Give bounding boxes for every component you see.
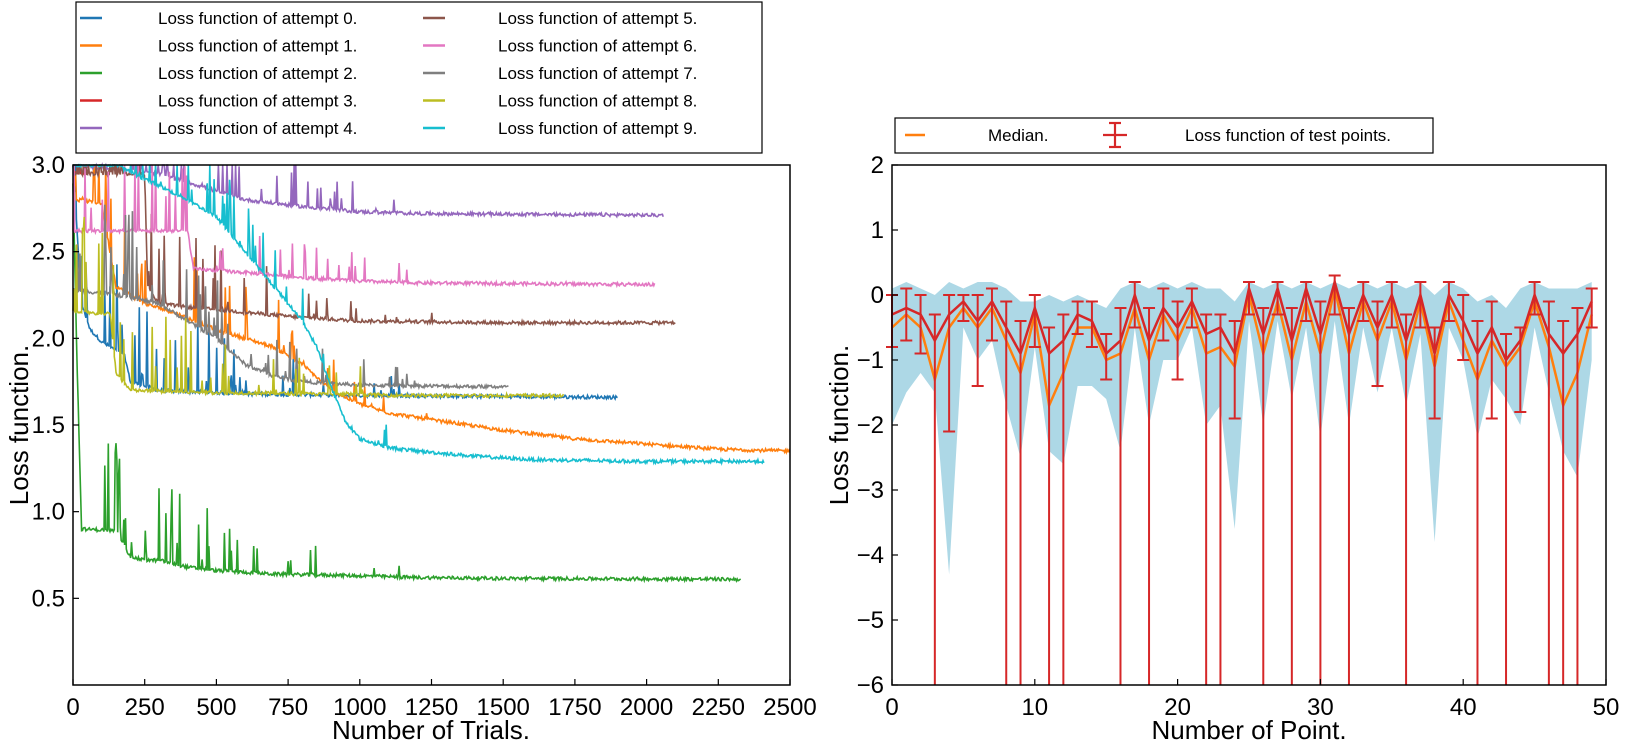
legend-attempt-2-label: Loss function of attempt 2. [158, 64, 357, 83]
legend-median-label: Median. [988, 126, 1048, 145]
left-chart: 0 250 500 750 1000 1250 1500 1750 2000 2250 2500 0… [4, 1, 817, 745]
left-x-tick-label: 1750 [548, 694, 601, 721]
right-y-tick-label: −5 [857, 607, 884, 634]
left-series-4-line [72, 161, 664, 219]
right-y-axis-label: Loss function. [824, 345, 854, 505]
right-x-ticks: 0 10 20 30 40 50 [885, 679, 1619, 721]
left-x-tick-label: 1000 [333, 694, 386, 721]
left-legend: Loss function of attempt 0. Loss function… [75, 1, 763, 154]
right-x-tick-label: 10 [1021, 694, 1048, 721]
right-y-tick-label: −2 [857, 412, 884, 439]
legend-attempt-6-label: Loss function of attempt 6. [498, 37, 697, 56]
left-y-tick-label: 2.0 [32, 325, 65, 352]
right-y-tick-label: −4 [857, 542, 884, 569]
right-x-axis-label: Number of Point. [1151, 715, 1346, 745]
left-y-axis-label: Loss function. [4, 345, 34, 505]
left-series-2-line [72, 183, 742, 584]
left-series-9-line [72, 163, 765, 467]
left-x-tick-label: 1250 [405, 694, 458, 721]
left-series-lines [72, 161, 791, 584]
left-y-tick-label: 2.5 [32, 239, 65, 266]
right-legend: Median. Loss function of test points. [894, 117, 1434, 154]
right-range-band [892, 282, 1592, 575]
left-series-8-line [72, 216, 565, 400]
right-y-tick-label: −1 [857, 347, 884, 374]
left-y-ticks: 0.5 1.0 1.5 2.0 2.5 3.0 [32, 152, 79, 612]
legend-attempt-3-label: Loss function of attempt 3. [158, 92, 357, 111]
right-y-tick-label: 0 [871, 282, 884, 309]
right-mean-line [891, 277, 1593, 363]
legend-attempt-1-label: Loss function of attempt 1. [158, 37, 357, 56]
left-x-axis-label: Number of Trials. [332, 715, 530, 745]
left-x-tick-label: 750 [268, 694, 308, 721]
right-y-tick-label: 1 [871, 217, 884, 244]
legend-attempt-0-label: Loss function of attempt 0. [158, 9, 357, 28]
right-chart: 0 10 20 30 40 50 −6 −5 −4 −3 −2 −1 0 1 2 Number of Po… [824, 117, 1619, 745]
right-y-tick-label: −6 [857, 672, 884, 699]
legend-attempt-7-label: Loss function of attempt 7. [498, 64, 697, 83]
left-x-tick-label: 500 [196, 694, 236, 721]
left-y-tick-label: 1.5 [32, 412, 65, 439]
left-series-6-line [72, 164, 656, 289]
right-mean-path [891, 277, 1593, 363]
left-x-tick-label: 250 [125, 694, 165, 721]
legend-errorbar-swatch [1103, 121, 1127, 149]
left-series-7-line [72, 204, 509, 391]
left-series-1-line [73, 164, 791, 456]
legend-attempt-4-label: Loss function of attempt 4. [158, 119, 357, 138]
legend-attempt-9-label: Loss function of attempt 9. [498, 119, 697, 138]
legend-attempt-5-label: Loss function of attempt 5. [498, 9, 697, 28]
right-y-ticks: −6 −5 −4 −3 −2 −1 0 1 2 [857, 152, 898, 699]
left-x-tick-label: 2250 [692, 694, 745, 721]
left-x-tick-label: 0 [66, 694, 79, 721]
right-x-tick-label: 40 [1450, 694, 1477, 721]
right-x-tick-label: 30 [1307, 694, 1334, 721]
right-median-line [891, 288, 1593, 410]
right-x-tick-label: 50 [1593, 694, 1620, 721]
left-y-tick-label: 0.5 [32, 585, 65, 612]
left-y-tick-label: 1.0 [32, 499, 65, 526]
left-y-tick-label: 3.0 [32, 152, 65, 179]
left-series-5-line [72, 164, 676, 327]
right-band-area [892, 282, 1592, 575]
left-x-tick-label: 2000 [620, 694, 673, 721]
left-x-tick-label: 2500 [763, 694, 816, 721]
legend-test-points-label: Loss function of test points. [1185, 126, 1391, 145]
right-plot-frame [891, 164, 1607, 686]
right-median-path [891, 288, 1593, 410]
left-x-ticks: 0 250 500 750 1000 1250 1500 1750 2000 2250 2500 [66, 679, 817, 721]
right-x-tick-label: 20 [1164, 694, 1191, 721]
right-y-tick-label: −3 [857, 477, 884, 504]
right-y-tick-label: 2 [871, 152, 884, 179]
left-x-tick-label: 1500 [477, 694, 530, 721]
right-legend-frame [894, 117, 1434, 154]
right-x-tick-label: 0 [885, 694, 898, 721]
left-legend-frame [75, 1, 763, 154]
legend-attempt-8-label: Loss function of attempt 8. [498, 92, 697, 111]
